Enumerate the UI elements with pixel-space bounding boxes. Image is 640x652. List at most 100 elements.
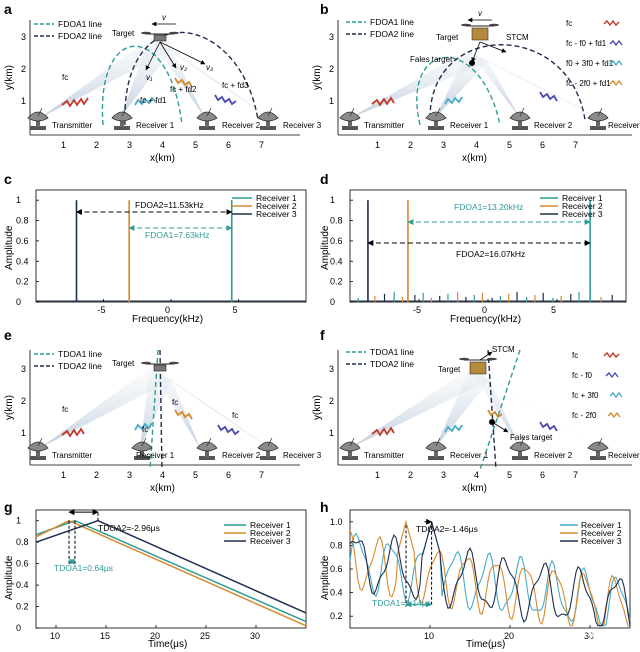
v1-label-a: v₁	[146, 73, 153, 82]
receiver2-label-b: Receiver 2	[534, 121, 573, 130]
wave-legend-f: fc fc - f0 fc + 3f0 fc - 2f0	[572, 351, 623, 420]
x-tick-label: 5	[551, 305, 556, 315]
svg-text:Receiver 3: Receiver 3	[256, 209, 297, 219]
tdoa1-line-f	[479, 349, 521, 471]
tdoa1-annotation-h: TDOA1=3.14μs	[372, 598, 431, 608]
fdoa2-line-a	[124, 31, 259, 126]
fdoa1-line-a	[101, 45, 183, 126]
yticks-a: 1 2 3	[21, 32, 26, 106]
plot-d: -5 0 5 0 0.2 0.4 0.6 0.8 1	[330, 195, 626, 315]
fdoa1-annotation-c: FDOA1=7.63kHz	[145, 230, 210, 240]
y-tick-label: 0.6	[16, 559, 29, 569]
wave-legend-b: fc fc - f0 + fd1 f0 + 3f0 + fd1 fc - 2f0…	[566, 19, 623, 88]
xlabel-d: Frequency(kHz)	[450, 314, 521, 325]
false-target-label-f: Fales target	[510, 433, 553, 442]
y-tick-label: 1	[330, 195, 335, 205]
y-tick-label: 0	[16, 297, 21, 307]
y-tick-label: 0.4	[16, 256, 29, 266]
svg-text:TDOA2 line: TDOA2 line	[370, 359, 414, 369]
xlabel-g: Time(μs)	[148, 639, 187, 650]
fdoa1-line-b	[416, 56, 501, 126]
receiver3-label-a: Receiver 3	[283, 121, 322, 130]
panel-d: d -5 0 5 0 0.2 0.4 0.6 0.8 1 Receiver 1 Receiver…	[320, 171, 627, 325]
y-tick-label: 0.8	[16, 216, 29, 226]
y-tick-label: 0.6	[330, 564, 343, 574]
stcm-label-b: STCM	[506, 33, 529, 42]
receiver1-label-e: Receiver 1	[136, 451, 175, 460]
plot-g: 10 15 20 25 30 0 0.2 0.4 0.6 0.8 1	[16, 509, 307, 641]
series-line-h-1	[349, 519, 630, 627]
y-tick-label: 0.2	[330, 611, 343, 621]
svg-text:Receiver 2: Receiver 2	[581, 528, 622, 538]
target-label-f: Target	[438, 365, 461, 374]
plot-c: -5 0 5 0 0.2 0.4 0.6 0.8 1	[16, 195, 306, 315]
svg-text:2: 2	[94, 470, 99, 480]
wave-label-a-3: fc + fd3	[222, 81, 249, 90]
fdoa2-annotation-d: FDOA2=16.07kHz	[456, 249, 525, 259]
svg-text:1: 1	[61, 470, 66, 480]
panel-h: h 10 20 30 0.2 0.4 0.6 0.8 1.0 Receiver 1 Recei…	[320, 499, 631, 650]
panel-label-c: c	[4, 171, 12, 187]
panel-label-d: d	[320, 171, 329, 187]
legend-g: Receiver 1 Receiver 2 Receiver 3	[224, 520, 291, 546]
svg-text:FDOA2 line: FDOA2 line	[58, 31, 102, 41]
svg-text:fc: fc	[572, 351, 578, 360]
x-tick-label: 20	[504, 631, 514, 641]
series-line-h-0	[349, 521, 631, 627]
svg-text:fc: fc	[566, 19, 572, 28]
svg-text:3: 3	[127, 140, 132, 150]
svg-text:Receiver 1: Receiver 1	[256, 193, 297, 203]
y-tick-label: 0.2	[330, 277, 343, 287]
panel-f: f Target STCM Fales target fc fc - f0 fc…	[312, 327, 640, 494]
ylabel-b: y(km)	[312, 65, 323, 90]
x-tick-label: -5	[98, 305, 106, 315]
svg-text:3: 3	[329, 32, 334, 42]
x-tick-label: 30	[250, 631, 260, 641]
svg-text:7: 7	[259, 140, 264, 150]
panel-label-h: h	[320, 499, 329, 515]
xlabel-e: x(km)	[150, 483, 175, 494]
stcm-label-f: STCM	[492, 345, 515, 354]
legend-h: Receiver 1 Receiver 2 Receiver 3	[560, 520, 622, 546]
y-tick-label: 0.6	[330, 236, 343, 246]
svg-text:2: 2	[21, 64, 26, 74]
x-tick-label: -5	[413, 305, 421, 315]
x-tick-label: 0	[482, 305, 487, 315]
y-tick-label: 0.4	[330, 256, 343, 266]
legend-b: FDOA1 line FDOA2 line	[346, 17, 414, 39]
svg-text:5: 5	[193, 140, 198, 150]
panel-label-e: e	[4, 327, 12, 343]
svg-text:7: 7	[573, 140, 578, 150]
wave-label-e-0: fc	[62, 405, 68, 414]
svg-text:fc + 3f0: fc + 3f0	[572, 391, 599, 400]
x-tick-label: 0	[165, 305, 170, 315]
legend-d: Receiver 1 Receiver 2 Receiver 3	[540, 193, 603, 219]
tdoa2-line-f	[487, 349, 497, 471]
velocity-label-a: v	[162, 13, 167, 22]
panel-label-b: b	[320, 1, 329, 17]
yticks-f: 1 2 3	[329, 364, 334, 438]
y-tick-label: 0	[16, 623, 21, 633]
svg-text:fc - f0 + fd1: fc - f0 + fd1	[566, 39, 607, 48]
beams-e	[40, 368, 270, 448]
svg-text:1: 1	[329, 96, 334, 106]
svg-text:3: 3	[441, 470, 446, 480]
svg-text:2: 2	[329, 396, 334, 406]
beams-f	[350, 368, 600, 448]
svg-text:1: 1	[375, 140, 380, 150]
xlabel-h: Time(μs)	[466, 639, 505, 650]
svg-text:4: 4	[160, 140, 165, 150]
x-tick-label: 20	[150, 631, 160, 641]
ylabel-c: Amplitude	[4, 225, 15, 270]
tdoa2-annotation-h: TDOA2=-1.46μs	[416, 524, 478, 534]
legend-f: TDOA1 line TDOA2 line	[346, 347, 414, 369]
svg-text:7: 7	[573, 470, 578, 480]
y-tick-label: 0.4	[16, 580, 29, 590]
x-tick-label: 10	[50, 631, 60, 641]
xticks-f: 1 2 3 4 5 6 7	[375, 470, 578, 480]
panel-e: e Target fc fc fc fc Transmitter Receive…	[4, 327, 322, 494]
receiver3-label-e: Receiver 3	[283, 451, 322, 460]
fdoa2-annotation-c: FDOA2=11.53kHz	[135, 200, 204, 210]
svg-text:TDOA2 line: TDOA2 line	[58, 361, 102, 371]
